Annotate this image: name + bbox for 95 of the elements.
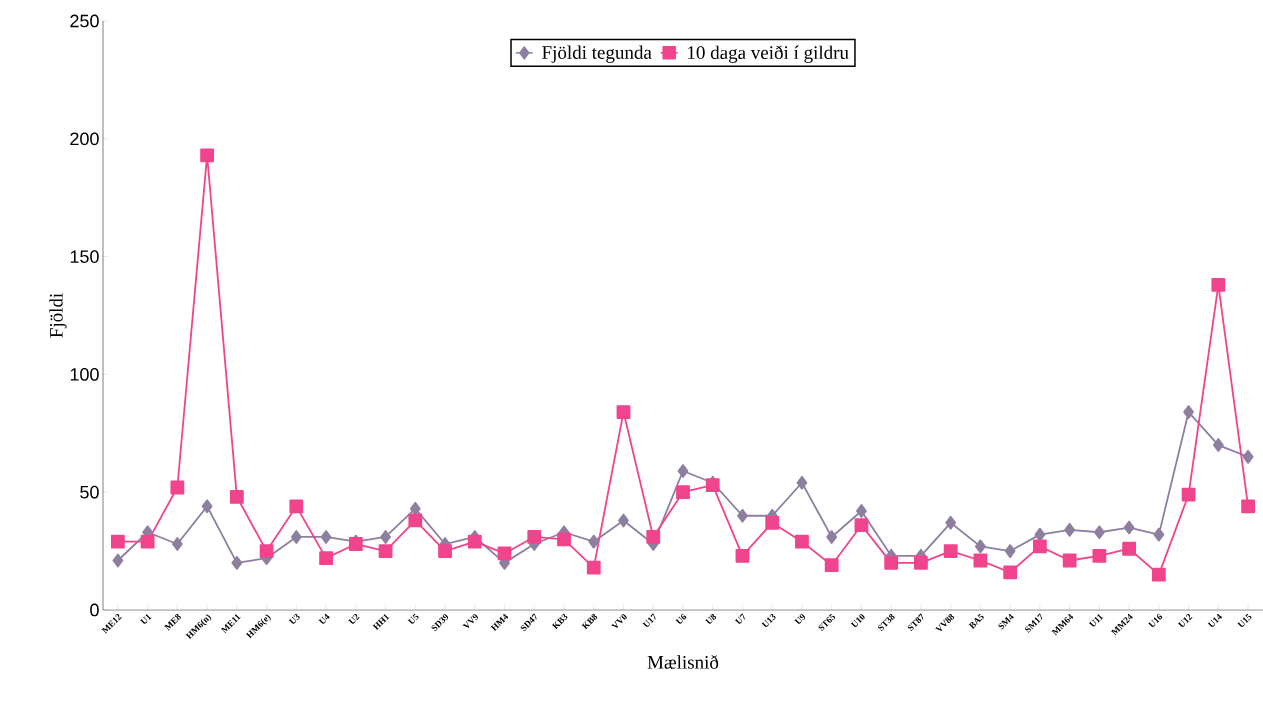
point (140, 534, 155, 549)
point (1064, 522, 1076, 537)
x-tick-label: VV0 (611, 614, 627, 628)
point (646, 530, 661, 544)
y-tick-label: 0 (90, 603, 99, 617)
x-tick-label: U16 (1148, 613, 1163, 627)
point (616, 405, 631, 419)
point (1092, 548, 1107, 563)
point (320, 530, 332, 544)
point (1034, 527, 1046, 542)
point (677, 464, 689, 478)
point (586, 560, 601, 575)
point (824, 558, 839, 573)
x-axis-title: Mælisnið (647, 655, 719, 669)
point (1183, 405, 1194, 419)
point (229, 490, 244, 504)
y-tick-label: 150 (70, 250, 99, 263)
point (854, 518, 869, 533)
legend-label: 10 daga veiði í gildru (688, 45, 849, 63)
x-tick-label: U1 (140, 614, 152, 624)
x-tick-label: U7 (734, 613, 745, 624)
y-axis-title: Fjöldi (49, 293, 67, 338)
point (409, 501, 421, 516)
point (1004, 544, 1016, 558)
point (170, 480, 185, 495)
point (795, 534, 809, 549)
point (796, 475, 808, 490)
x-tick-label: U11 (1088, 614, 1104, 627)
point (527, 530, 542, 544)
point (1151, 567, 1166, 582)
x-tick-label: U14 (1207, 613, 1223, 627)
point (676, 485, 690, 500)
x-tick-label: KB3 (551, 614, 568, 630)
point (975, 539, 986, 554)
x-tick-label: U3 (288, 614, 300, 624)
point (826, 530, 838, 544)
x-tick-label: U5 (407, 613, 419, 624)
point (618, 513, 629, 528)
point (1212, 438, 1224, 452)
point (112, 553, 124, 568)
point (1122, 541, 1137, 556)
point (201, 499, 213, 514)
point (1181, 487, 1196, 502)
point (378, 544, 393, 558)
point (1211, 277, 1226, 292)
y-tick-label: 200 (70, 132, 99, 146)
point (1123, 520, 1135, 535)
x-tick-label: U15 (1237, 613, 1252, 627)
point (1003, 565, 1018, 580)
point (438, 544, 452, 558)
point (1153, 527, 1165, 542)
x-tick-label: VV9 (462, 614, 478, 628)
point (945, 515, 957, 530)
point (1241, 499, 1255, 514)
point (110, 534, 125, 549)
point (914, 555, 928, 570)
x-tick-label: KB8 (581, 614, 598, 630)
point (380, 530, 391, 544)
x-tick-label: U2 (348, 614, 360, 624)
point (1062, 553, 1077, 568)
point (289, 499, 304, 514)
y-tick-label: 100 (70, 368, 99, 381)
point (408, 513, 423, 528)
y-tick-label: 50 (80, 485, 99, 499)
point (737, 508, 748, 523)
point (943, 544, 958, 558)
point (557, 532, 571, 547)
point (1032, 539, 1047, 554)
point (1242, 449, 1254, 464)
point (856, 504, 867, 518)
point (200, 148, 215, 163)
point (319, 551, 333, 566)
x-tick-label: U9 (794, 614, 806, 624)
point (1093, 525, 1105, 540)
legend-label: Fjöldi tegunda (542, 45, 652, 63)
point (973, 553, 988, 568)
point (765, 515, 780, 530)
x-tick-label: U12 (1177, 614, 1193, 627)
y-tick-label: 250 (70, 14, 99, 28)
x-tick-label: U10 (850, 614, 865, 627)
x-tick-label: U4 (318, 613, 330, 624)
point (467, 534, 482, 549)
point (497, 546, 512, 561)
point (884, 555, 899, 570)
point (588, 534, 600, 549)
x-tick-label: U13 (761, 614, 776, 627)
x-tick-label: U8 (705, 614, 717, 624)
point (735, 548, 750, 563)
x-tick-label: U6 (675, 613, 687, 624)
x-tick-label: BA5 (968, 613, 984, 630)
x-tick-label: U17 (642, 613, 656, 627)
point (259, 544, 274, 558)
point (171, 537, 183, 551)
point (231, 555, 243, 570)
point (290, 530, 302, 544)
